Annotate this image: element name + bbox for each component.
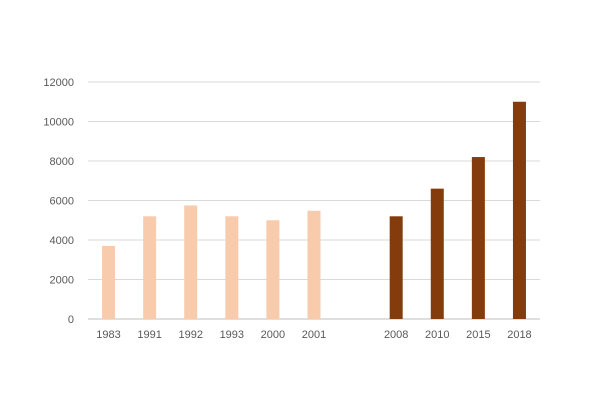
bar-1983 bbox=[102, 245, 116, 319]
x-tick-label: 2008 bbox=[384, 329, 408, 341]
bar-1992 bbox=[184, 205, 198, 319]
x-tick-label: 1991 bbox=[137, 329, 161, 341]
x-tick-label: 1993 bbox=[220, 329, 244, 341]
x-tick-label: 2001 bbox=[302, 329, 326, 341]
y-tick-label: 2000 bbox=[50, 275, 74, 287]
y-tick-label: 0 bbox=[68, 314, 74, 326]
bar-1991 bbox=[143, 216, 157, 319]
bar-2001 bbox=[307, 210, 321, 319]
x-tick-label: 1983 bbox=[96, 329, 120, 341]
x-tick-label: 2010 bbox=[425, 329, 449, 341]
x-tick-label: 2015 bbox=[466, 329, 490, 341]
y-tick-label: 12000 bbox=[43, 77, 74, 89]
y-tick-label: 8000 bbox=[50, 156, 74, 168]
y-tick-label: 4000 bbox=[50, 235, 74, 247]
y-tick-label: 6000 bbox=[50, 196, 74, 208]
bar-2008 bbox=[389, 216, 403, 319]
x-tick-label: 2018 bbox=[507, 329, 531, 341]
bar-1993 bbox=[225, 216, 239, 319]
x-tick-label: 1992 bbox=[178, 329, 202, 341]
y-axis-ticks: 0 2000 4000 6000 8000 10000 12000 bbox=[43, 77, 74, 326]
x-tick-label: 2000 bbox=[261, 329, 285, 341]
bar-2018 bbox=[512, 101, 526, 319]
bar-2010 bbox=[430, 188, 444, 319]
x-axis-ticks: 1983 1991 1992 1993 2000 2001 2008 2010 2015 2018 bbox=[96, 329, 531, 341]
y-tick-label: 10000 bbox=[43, 117, 74, 129]
bars bbox=[102, 101, 526, 319]
bar-2015 bbox=[471, 157, 485, 319]
bar-2000 bbox=[266, 220, 280, 319]
